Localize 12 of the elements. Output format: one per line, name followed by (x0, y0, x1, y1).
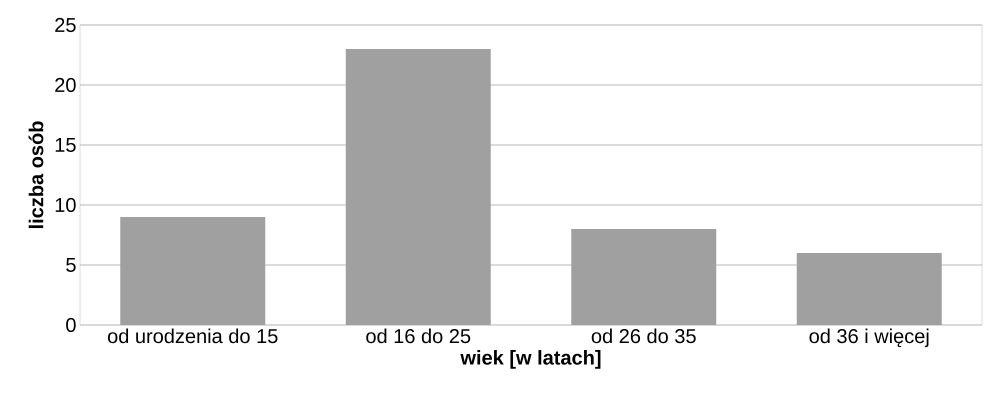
x-tick-label: od 16 do 25 (366, 328, 470, 344)
x-tick-label: od urodzenia do 15 (108, 328, 278, 344)
x-tick-label: od 26 do 35 (592, 328, 696, 344)
x-axis-title: wiek [w latach] (460, 350, 600, 369)
x-tick-label: od 36 i więcej (810, 328, 928, 348)
y-tick-label: 10 (56, 198, 76, 212)
y-axis-title: liczba osób (28, 121, 44, 228)
y-tick-label: 25 (55, 18, 76, 32)
y-tick-label: 15 (56, 138, 76, 152)
y-tick-label: 20 (55, 78, 76, 92)
y-tick-label: 5 (66, 258, 76, 272)
y-tick-label: 0 (66, 318, 76, 332)
